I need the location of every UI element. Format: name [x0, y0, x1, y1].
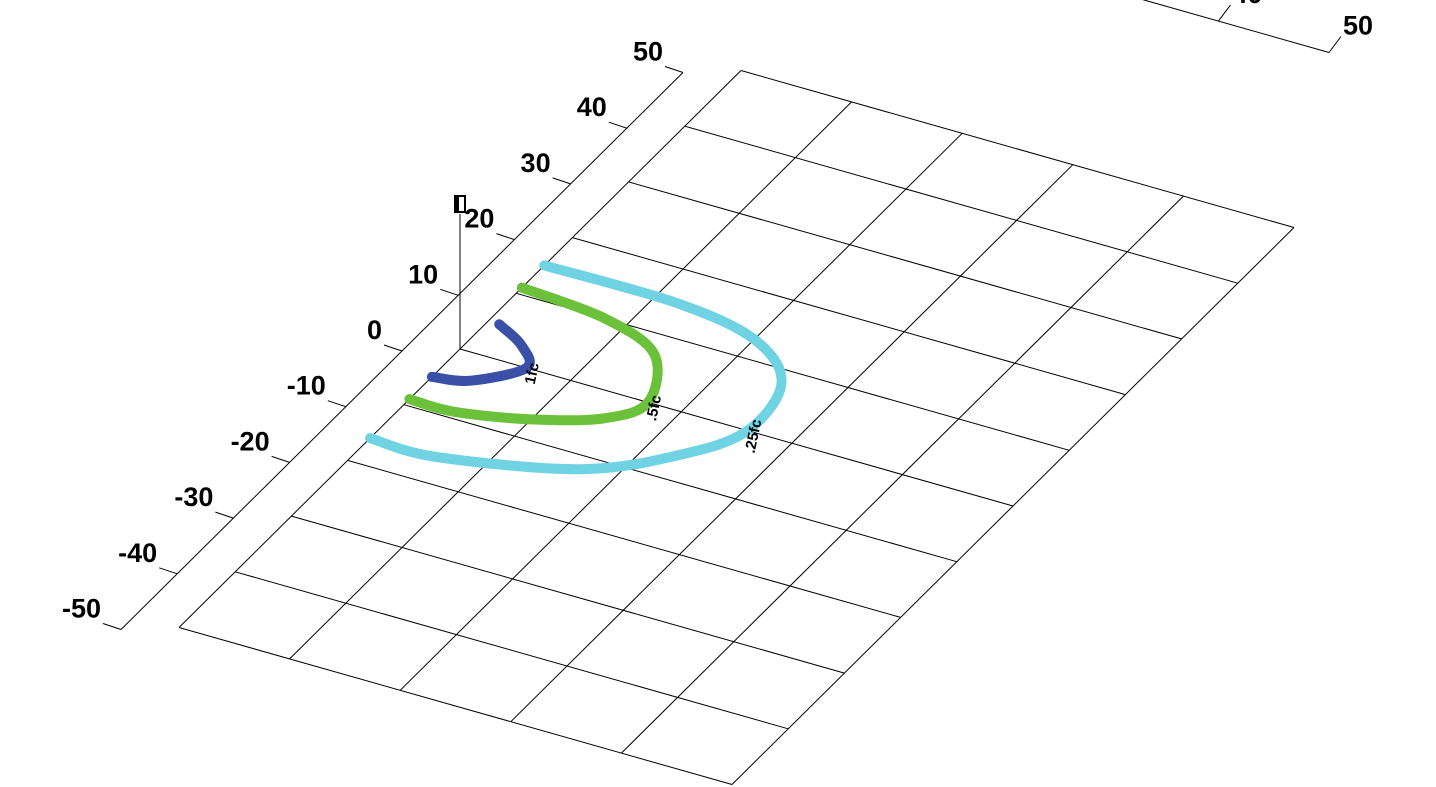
labels: -50-40-30-20-100102030405001020304050.25… — [62, 0, 1373, 624]
luminaire — [454, 195, 466, 349]
y-tick-label: -10 — [287, 371, 326, 401]
x-tick — [1328, 36, 1342, 53]
x-tick-label: 40 — [1232, 0, 1262, 9]
y-tick — [440, 288, 459, 296]
y-tick-label: 30 — [521, 148, 551, 178]
y-tick — [215, 511, 234, 519]
y-tick — [327, 400, 346, 408]
grid-line — [403, 404, 957, 563]
x-tick-label: 50 — [1343, 11, 1373, 41]
y-tick-label: 0 — [367, 315, 382, 345]
grid-line — [740, 70, 1295, 228]
y-tick-label: 40 — [577, 92, 607, 122]
y-tick-label: -50 — [62, 594, 101, 624]
grid-line — [347, 459, 901, 618]
grid-line — [178, 627, 733, 785]
y-tick — [383, 344, 403, 352]
y-tick — [552, 177, 571, 185]
y-tick-label: 50 — [633, 37, 663, 67]
contour-line — [365, 260, 787, 475]
centerline — [459, 348, 1014, 507]
grid-line — [684, 125, 1238, 284]
contour-label: .25fc — [742, 418, 766, 455]
grid-line — [628, 181, 1182, 340]
y-tick-label: -20 — [231, 426, 270, 456]
contour-label: .5fc — [643, 394, 665, 423]
grid-line — [572, 237, 1126, 396]
isofootcandle-contours — [365, 260, 787, 475]
grid-line — [291, 515, 845, 674]
y-tick-label: 10 — [408, 259, 438, 289]
y-tick-label: 20 — [464, 204, 494, 234]
x-axis-line — [1142, 0, 1330, 53]
y-tick — [102, 623, 122, 630]
y-tick — [608, 121, 627, 129]
contour-label: 1fc — [522, 361, 543, 386]
y-tick — [496, 233, 515, 241]
y-tick-label: -30 — [174, 482, 213, 512]
y-tick — [664, 66, 684, 73]
y-tick-label: -40 — [118, 538, 157, 568]
axes — [102, 0, 1342, 630]
fixture-icon-shade — [455, 196, 459, 212]
grid-line — [235, 571, 789, 730]
y-tick — [271, 455, 290, 463]
contour-line — [426, 319, 535, 386]
contour-line — [404, 282, 663, 426]
ground-grid — [178, 70, 1295, 785]
y-tick — [159, 567, 178, 575]
x-tick — [1218, 4, 1231, 22]
